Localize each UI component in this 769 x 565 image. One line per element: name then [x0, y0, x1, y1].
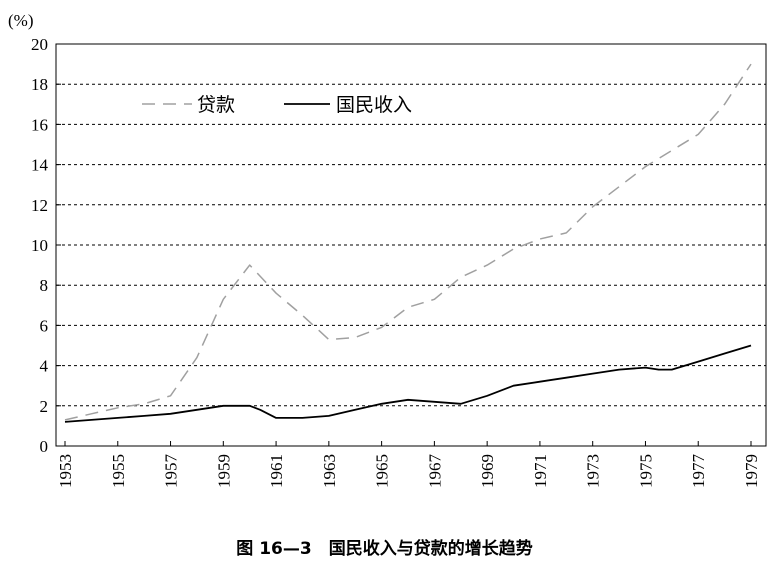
x-tick-label: 1959: [214, 454, 233, 488]
y-unit-label: (%): [8, 11, 33, 30]
x-tick-label: 1955: [109, 454, 128, 488]
x-tick-label: 1977: [689, 454, 708, 489]
series-line-loans: [64, 63, 752, 421]
legend-label-loans: 贷款: [197, 94, 235, 116]
y-tick-label: 18: [31, 75, 48, 94]
series-layer: [64, 63, 752, 423]
y-tick-label: 20: [31, 35, 48, 54]
x-tick-label: 1971: [531, 454, 550, 488]
x-tick-label: 1975: [636, 454, 655, 488]
x-tick-label: 1961: [267, 454, 286, 488]
x-tick-label: 1967: [425, 454, 444, 489]
figure-caption: 图 16—3 国民收入与贷款的增长趋势: [236, 539, 533, 559]
x-tick-label: 1953: [56, 454, 75, 488]
y-tick-label: 4: [40, 357, 49, 376]
y-tick-label: 14: [31, 156, 49, 175]
series-line-national-income: [64, 344, 752, 423]
x-tick-label: 1969: [478, 454, 497, 488]
x-tick-label: 1965: [373, 454, 392, 488]
y-tick-label: 12: [31, 196, 48, 215]
y-tick-label: 0: [40, 437, 49, 456]
y-tick-label: 8: [40, 276, 49, 295]
y-tick-label: 2: [40, 397, 49, 416]
x-tick-label: 1963: [320, 454, 339, 488]
y-tick-label: 6: [40, 316, 49, 335]
grid-lines: [56, 83, 766, 407]
y-tick-label: 16: [31, 115, 48, 134]
legend: 贷款 国民收入: [142, 94, 412, 116]
legend-label-national-income: 国民收入: [336, 94, 412, 116]
y-axis: 0 2 4 6 8 10 12 14 16 18 20: [31, 35, 61, 456]
x-tick-label: 1973: [584, 454, 603, 488]
x-tick-label: 1979: [742, 454, 761, 488]
y-tick-label: 10: [31, 236, 48, 255]
x-tick-label: 1957: [162, 454, 181, 489]
x-axis: 1953 1955 1957 1959 1961 1963 1965 1967 1969 1971…: [56, 441, 761, 488]
